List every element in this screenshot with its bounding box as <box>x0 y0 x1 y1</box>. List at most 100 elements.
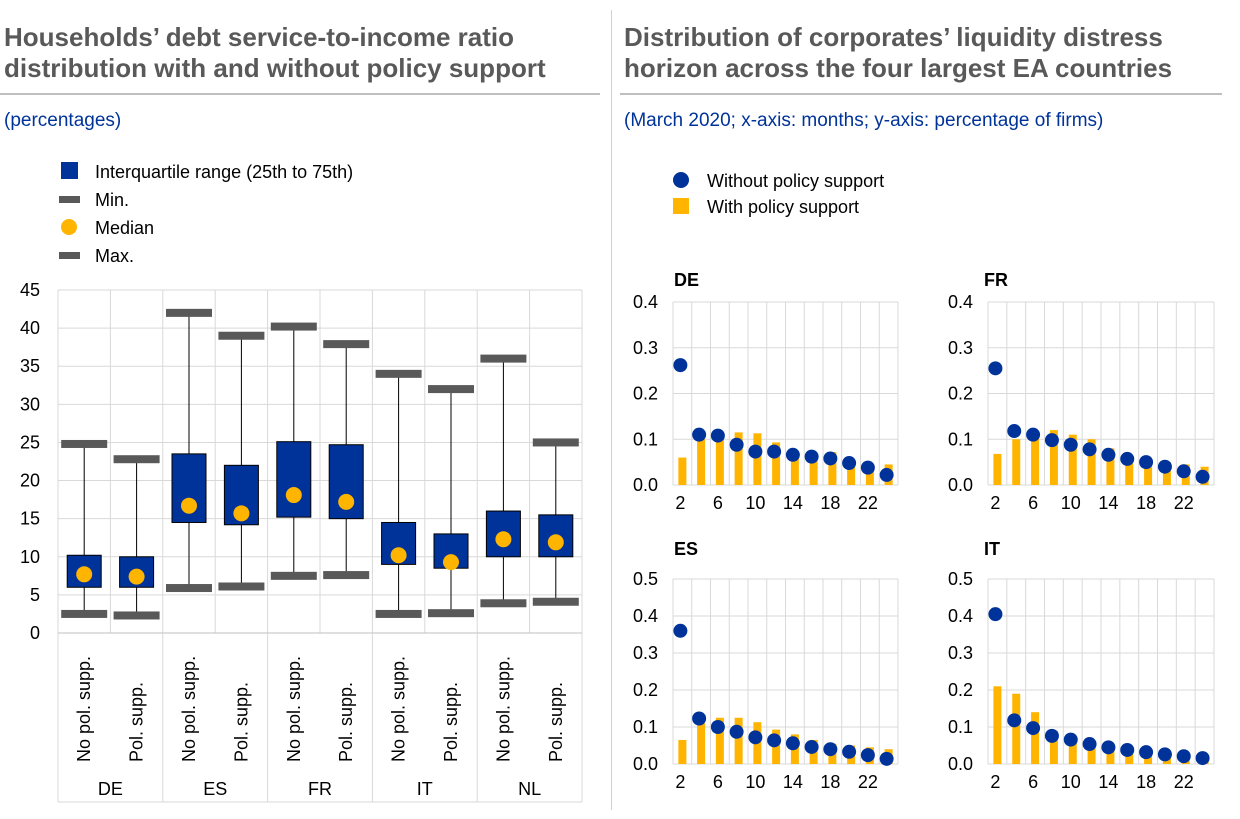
dot-without-support <box>1157 747 1172 762</box>
box-max-cap <box>61 439 108 448</box>
box-group-label: DE <box>98 779 123 799</box>
box-min-cap <box>428 609 474 618</box>
panel-y-tick-label: 0.0 <box>633 754 658 774</box>
dot-without-support <box>1044 433 1059 448</box>
legend-cap-swatch <box>59 196 80 203</box>
box-max-cap <box>113 455 160 464</box>
bar-with-support <box>1012 693 1021 764</box>
panel-x-tick-label: 10 <box>1061 493 1081 513</box>
dot-without-support <box>729 724 744 739</box>
panel-x-tick-label: 22 <box>858 772 878 792</box>
right-chart-subtitle: (March 2020; x-axis: months; y-axis: per… <box>624 110 1104 131</box>
bar-with-support <box>1144 462 1153 485</box>
panel-x-tick-label: 10 <box>745 772 765 792</box>
dot-without-support <box>729 437 744 452</box>
box-min-cap <box>218 582 265 591</box>
box-category-label: Pol. supp. <box>231 682 251 762</box>
dot-without-support <box>1176 464 1191 479</box>
right-chart-title: Distribution of corporates’ liquidity di… <box>624 22 1172 84</box>
box-y-tick-label: 40 <box>20 318 40 338</box>
bar-with-support <box>1087 745 1096 764</box>
legend-label: Max. <box>95 246 134 266</box>
left-title-line1: Households’ debt service-to-income ratio <box>4 22 514 52</box>
dot-without-support <box>748 444 763 459</box>
box-group-label: FR <box>308 779 332 799</box>
dot-without-support <box>1195 469 1210 484</box>
box-item <box>113 455 160 620</box>
box-median-dot <box>181 497 197 514</box>
bar-with-support <box>715 717 724 764</box>
box-median-dot <box>76 566 93 583</box>
box-max-cap <box>532 438 579 447</box>
panel-y-tick-label: 0.5 <box>633 569 658 589</box>
box-category-label: No pol. supp. <box>389 656 409 762</box>
panel-y-tick-label: 0.0 <box>948 475 973 495</box>
panel-x-tick-label: 6 <box>1028 493 1038 513</box>
bar-with-support <box>697 439 706 485</box>
bar-with-support <box>715 434 724 485</box>
dot-without-support <box>988 361 1003 376</box>
legend-label: Without policy support <box>707 171 884 191</box>
bar-with-support <box>1068 434 1077 485</box>
dot-without-support <box>1026 721 1041 736</box>
box-item <box>480 354 527 608</box>
bar-with-support <box>1031 712 1040 764</box>
bar-with-support <box>772 442 781 485</box>
panel-x-tick-label: 22 <box>1174 772 1194 792</box>
box-item <box>323 340 370 580</box>
panel-y-tick-label: 0.5 <box>948 569 973 589</box>
left-chart-title: Households’ debt service-to-income ratio… <box>4 22 546 84</box>
panel-x-tick-label: 18 <box>820 493 840 513</box>
bar-with-support <box>678 457 687 485</box>
box-median-dot <box>390 547 407 564</box>
dot-without-support <box>748 730 763 745</box>
panel-y-tick-label: 0.4 <box>948 292 973 312</box>
box-item <box>532 438 579 606</box>
panel-y-tick-label: 0.4 <box>948 606 973 626</box>
box-y-tick-label: 10 <box>20 547 40 567</box>
panel-country-label: DE <box>674 270 699 290</box>
right-title-rule <box>620 93 1222 95</box>
box-min-cap <box>375 609 422 618</box>
small-multiple-de: DE 0.0 0.1 0.2 0.3 0.4 2 6 10 14 18 22 <box>633 270 899 513</box>
bar-with-support <box>993 453 1002 485</box>
box-item <box>428 385 474 618</box>
dot-without-support <box>823 742 838 757</box>
panel-y-tick-label: 0.1 <box>948 429 973 449</box>
panel-x-tick-label: 18 <box>1136 772 1156 792</box>
panel-country-label: IT <box>984 539 1000 559</box>
box-category-label: No pol. supp. <box>284 656 304 762</box>
dot-without-support <box>860 460 875 475</box>
box-min-cap <box>166 584 212 593</box>
left-title-rule <box>0 93 600 95</box>
bar-with-support <box>828 452 837 485</box>
box-y-tick-label: 20 <box>20 471 40 491</box>
panel-y-tick-label: 0.3 <box>948 338 973 358</box>
left-title-line2: distribution with and without policy sup… <box>4 53 546 83</box>
panel-separator <box>611 10 612 810</box>
small-multiple-it: IT 0.0 0.1 0.2 0.3 0.4 0.5 2 6 10 14 18 22 <box>948 539 1215 792</box>
dot-without-support <box>673 358 688 373</box>
legend-cap-swatch <box>59 252 80 259</box>
panel-x-tick-label: 10 <box>1061 772 1081 792</box>
panel-y-tick-label: 0.4 <box>633 292 658 312</box>
small-multiple-fr: FR 0.0 0.1 0.2 0.3 0.4 2 6 10 14 18 22 <box>948 270 1215 513</box>
panel-y-tick-label: 0.0 <box>633 475 658 495</box>
panel-y-tick-label: 0.1 <box>633 717 658 737</box>
box-max-cap <box>375 369 422 378</box>
dot-without-support <box>1063 732 1078 747</box>
box-category-label: No pol. supp. <box>179 656 199 762</box>
small-multiple-es: ES 0.0 0.1 0.2 0.3 0.4 0.5 2 6 10 14 18 22 <box>633 539 899 792</box>
bar-with-support <box>1068 741 1077 764</box>
bar-with-support <box>734 432 743 485</box>
panel-x-tick-label: 2 <box>990 772 1000 792</box>
box-min-cap <box>480 599 527 608</box>
panel-y-tick-label: 0.3 <box>633 338 658 358</box>
dot-without-support <box>823 451 838 466</box>
panel-y-tick-label: 0.3 <box>948 643 973 663</box>
right-title-line1: Distribution of corporates’ liquidity di… <box>624 22 1163 52</box>
box-median-dot <box>495 531 512 548</box>
box-max-cap <box>480 354 527 363</box>
dot-without-support <box>860 748 875 763</box>
